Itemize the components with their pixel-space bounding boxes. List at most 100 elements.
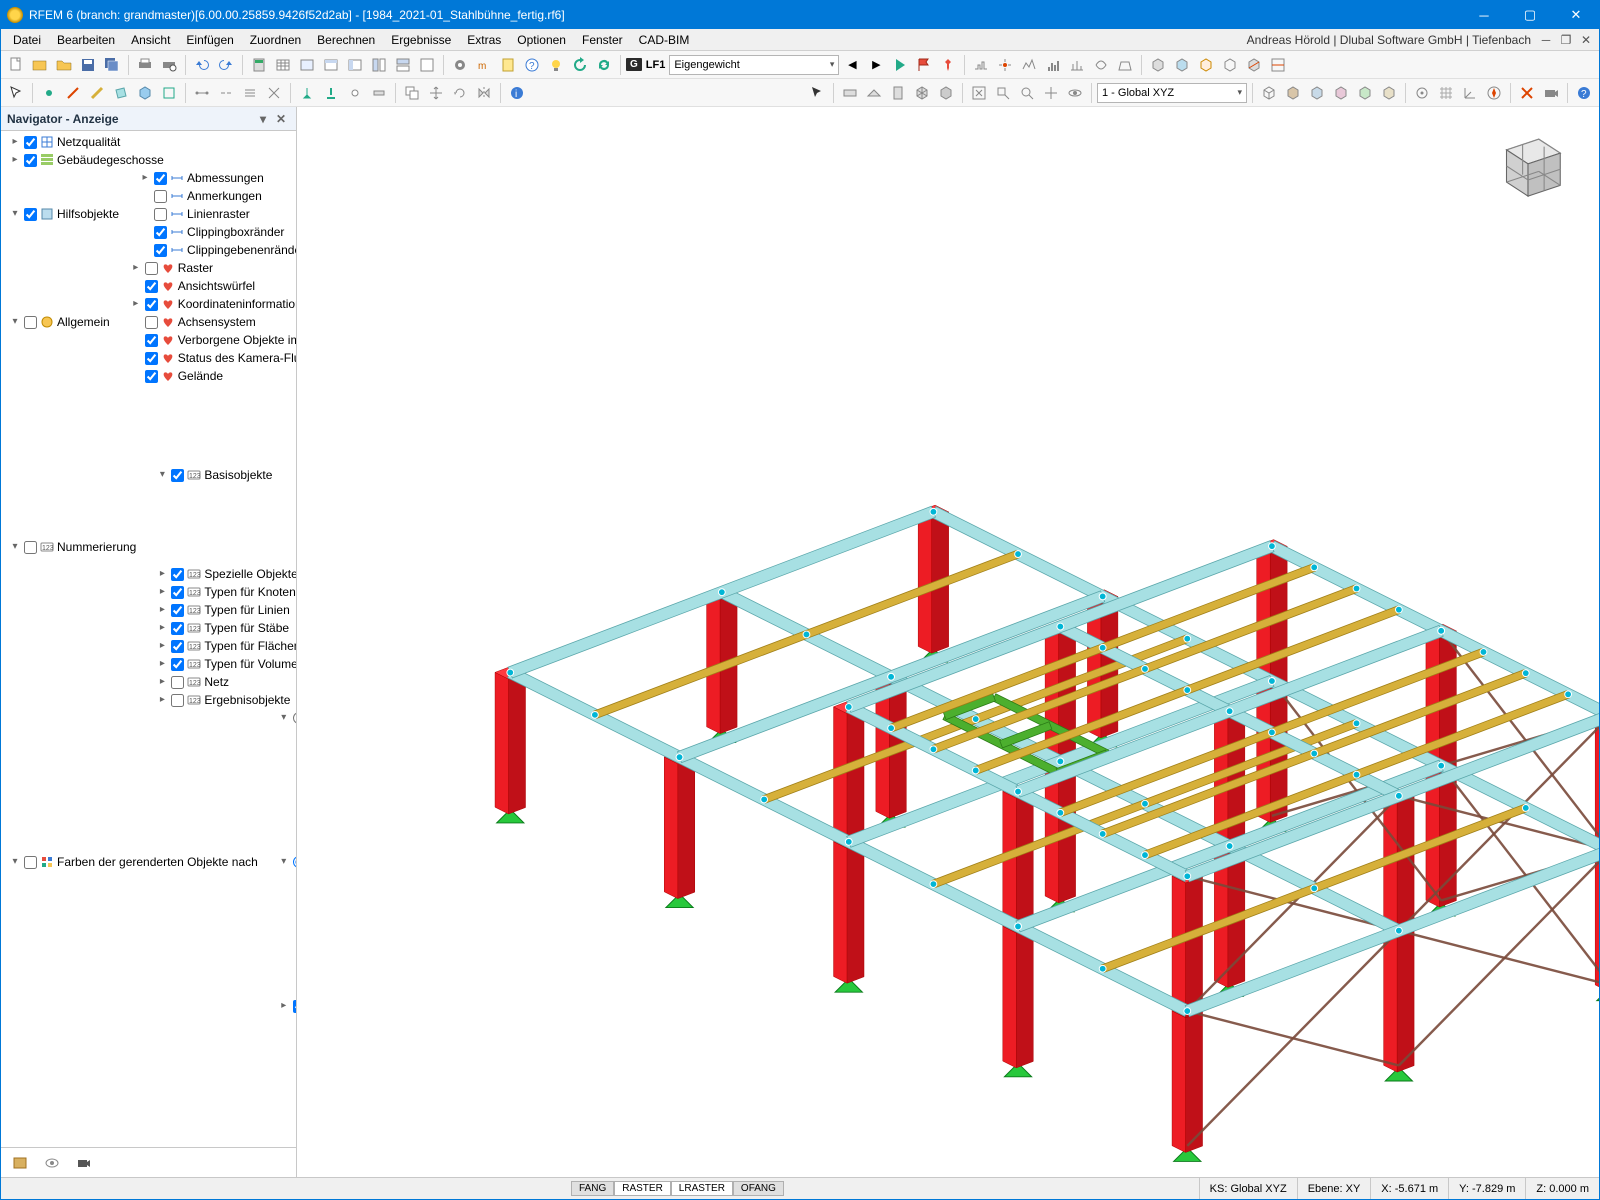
tree-item[interactable]: 123Liniensätze (290, 493, 296, 511)
copy-icon[interactable] (401, 82, 423, 104)
m1-icon[interactable] (970, 54, 992, 76)
menu-zuordnen[interactable]: Zuordnen (242, 31, 309, 49)
menu-optionen[interactable]: Optionen (509, 31, 574, 49)
solid-icon[interactable] (134, 82, 156, 104)
tree-item[interactable]: ▾Material & Anzeigeeigenschaften (276, 709, 296, 727)
v3-icon[interactable] (887, 82, 909, 104)
tree-item[interactable]: ▸123Typen für Stäbe (154, 619, 291, 637)
print-preview-icon[interactable] (158, 54, 180, 76)
v5-icon[interactable] (935, 82, 957, 104)
run-icon[interactable] (889, 54, 911, 76)
m7-icon[interactable] (1114, 54, 1136, 76)
maximize-button[interactable]: ▢ (1507, 1, 1553, 29)
rotate-icon[interactable] (449, 82, 471, 104)
ls2-icon[interactable] (215, 82, 237, 104)
hinge-icon[interactable] (344, 82, 366, 104)
rend1-icon[interactable] (1282, 82, 1304, 104)
tree-item[interactable]: ▾123Basisobjekte (154, 466, 274, 484)
zoom-win-icon[interactable] (992, 82, 1014, 104)
table4-icon[interactable] (344, 54, 366, 76)
save-all-icon[interactable] (101, 54, 123, 76)
navigation-cube[interactable] (1485, 123, 1571, 214)
cam-icon[interactable] (1540, 82, 1562, 104)
cube2-icon[interactable] (1171, 54, 1193, 76)
table3-icon[interactable] (320, 54, 342, 76)
redo-icon[interactable] (215, 54, 237, 76)
gear-icon[interactable] (449, 54, 471, 76)
grid-icon[interactable] (1435, 82, 1457, 104)
navigator-tree[interactable]: ▸Netzqualität▸Gebäudegeschosse▾Hilfsobje… (1, 131, 296, 1147)
menu-datei[interactable]: Datei (5, 31, 49, 49)
info2-icon[interactable]: i (506, 82, 528, 104)
navigator-dropdown-icon[interactable]: ▾ (254, 112, 272, 126)
tree-item[interactable]: 123Stabsätze (290, 511, 296, 529)
tree-item[interactable]: ▾Objekteigenschaft (276, 853, 296, 871)
tree-item[interactable]: Ansichtswürfel (128, 277, 257, 295)
node-icon[interactable] (38, 82, 60, 104)
script-icon[interactable] (497, 54, 519, 76)
tree-item[interactable]: ▸Koordinateninformationen am Mau… (128, 295, 296, 313)
menu-cad-bim[interactable]: CAD-BIM (631, 31, 698, 49)
calc-icon[interactable] (248, 54, 270, 76)
tree-item[interactable]: 123Linien (290, 403, 296, 421)
line-icon[interactable] (62, 82, 84, 104)
new-folder-icon[interactable] (29, 54, 51, 76)
section-icon[interactable] (1243, 54, 1265, 76)
prev-icon[interactable]: ◀ (841, 54, 863, 76)
tree-item[interactable]: 123Öffnungen (290, 457, 296, 475)
tree-item[interactable]: ▸123Typen für Volumenkörper (154, 655, 296, 673)
rel-icon[interactable] (368, 82, 390, 104)
snap-fang[interactable]: FANG (571, 1181, 614, 1196)
units-icon[interactable]: m (473, 54, 495, 76)
tree-item[interactable]: ▾Farben der gerenderten Objekte nach (7, 853, 260, 871)
v2-icon[interactable] (863, 82, 885, 104)
surf-icon[interactable] (110, 82, 132, 104)
refresh-icon[interactable] (569, 54, 591, 76)
rend2-icon[interactable] (1306, 82, 1328, 104)
ls1-icon[interactable] (191, 82, 213, 104)
panel2-icon[interactable] (392, 54, 414, 76)
snap-ofang[interactable]: OFANG (733, 1181, 784, 1196)
m4-icon[interactable] (1042, 54, 1064, 76)
doc-restore-icon[interactable]: ❐ (1557, 33, 1575, 47)
doc-min-icon[interactable]: ─ (1537, 33, 1555, 47)
close-button[interactable]: ✕ (1553, 1, 1599, 29)
v1-icon[interactable] (839, 82, 861, 104)
flag-icon[interactable] (913, 54, 935, 76)
tree-item[interactable]: ▾Allgemein (7, 313, 112, 331)
next-icon[interactable]: ▶ (865, 54, 887, 76)
sup1-icon[interactable] (296, 82, 318, 104)
tree-item[interactable]: ▸Abmessungen (137, 169, 266, 187)
arrow-icon[interactable] (806, 82, 828, 104)
menu-fenster[interactable]: Fenster (574, 31, 631, 49)
tree-item[interactable]: ▸123Typen für Linien (154, 601, 291, 619)
panel1-icon[interactable] (368, 54, 390, 76)
menu-berechnen[interactable]: Berechnen (309, 31, 383, 49)
m2-icon[interactable] (994, 54, 1016, 76)
rend5-icon[interactable] (1378, 82, 1400, 104)
m6-icon[interactable] (1090, 54, 1112, 76)
m5-icon[interactable] (1066, 54, 1088, 76)
tree-item[interactable]: 123Stäbe (290, 421, 296, 439)
table2-icon[interactable] (296, 54, 318, 76)
minimize-button[interactable]: ─ (1461, 1, 1507, 29)
cube1-icon[interactable] (1147, 54, 1169, 76)
tree-item[interactable]: ▸123Spezielle Objekte (154, 565, 296, 583)
rend4-icon[interactable] (1354, 82, 1376, 104)
tree-item[interactable]: Gelände (128, 367, 225, 385)
tree-item[interactable]: 123Flächen (290, 439, 296, 457)
mirror-icon[interactable] (473, 82, 495, 104)
menu-extras[interactable]: Extras (459, 31, 509, 49)
tree-item[interactable]: ▸Farben im Drahtmodell berücksichti… (276, 997, 296, 1015)
tree-item[interactable]: ▸Raster (128, 259, 215, 277)
doc-close-icon[interactable]: ✕ (1577, 33, 1595, 47)
tree-item[interactable]: ▾123Nummerierung (7, 538, 138, 556)
tree-item[interactable]: 123Volumensätze (290, 547, 296, 565)
tree-item[interactable]: ▸123Typen für Flächen (154, 637, 296, 655)
table1-icon[interactable] (272, 54, 294, 76)
rend3-icon[interactable] (1330, 82, 1352, 104)
snap-icon[interactable] (1411, 82, 1433, 104)
coord-sys-dropdown[interactable]: 1 - Global XYZ▾ (1097, 83, 1247, 103)
tree-item[interactable]: ▸123Netz (154, 673, 231, 691)
v4-icon[interactable] (911, 82, 933, 104)
